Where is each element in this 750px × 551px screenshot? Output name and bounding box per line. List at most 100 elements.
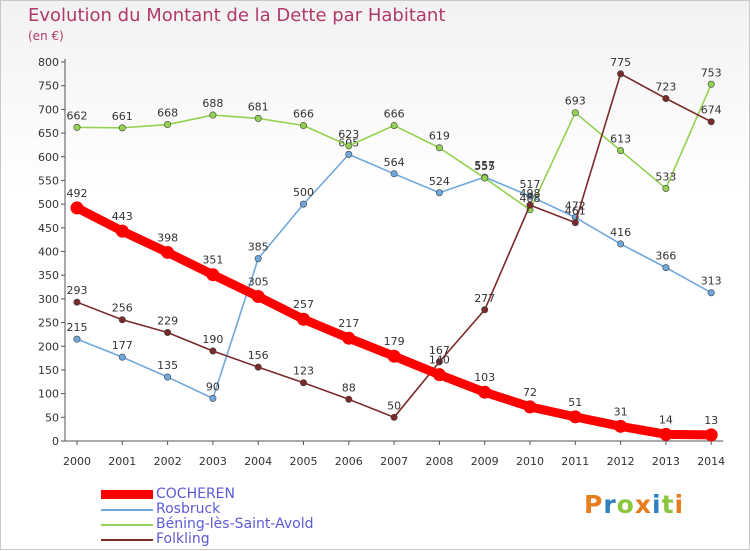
data-point-cocheren (161, 245, 175, 259)
data-label-folkling: 674 (701, 104, 722, 117)
data-point-bening-les-saint-avold (617, 147, 625, 155)
data-point-folkling (299, 379, 307, 387)
data-point-folkling (707, 118, 715, 126)
x-tick-label: 2004 (244, 455, 272, 468)
data-label-folkling: 229 (157, 315, 178, 328)
data-label-rosbruck: 215 (67, 321, 88, 334)
data-label-cocheren: 398 (157, 231, 178, 244)
data-point-folkling (435, 358, 443, 366)
data-point-folkling (617, 70, 625, 78)
x-tick-label: 2009 (471, 455, 499, 468)
legend-item-bening-les-saint-avold: Béning-lès-Saint-Avold (101, 517, 314, 532)
data-point-folkling (118, 316, 126, 324)
data-label-rosbruck: 416 (610, 226, 631, 239)
data-point-folkling (390, 413, 398, 421)
data-label-cocheren: 14 (659, 413, 673, 426)
x-tick-label: 2001 (108, 455, 136, 468)
data-point-cocheren (659, 427, 673, 441)
y-tick-label: 400 (38, 246, 59, 259)
data-label-folkling: 50 (387, 399, 401, 412)
data-point-bening-les-saint-avold (118, 124, 126, 132)
chart-legend: COCHEREN Rosbruck Béning-lès-Saint-Avold Fo… (101, 487, 314, 547)
data-label-folkling: 723 (655, 80, 676, 93)
data-point-bening-les-saint-avold (390, 121, 398, 129)
data-label-bening-les-saint-avold: 681 (248, 100, 269, 113)
data-label-folkling: 498 (520, 187, 541, 200)
data-label-folkling: 167 (429, 344, 450, 357)
data-label-bening-les-saint-avold: 668 (157, 107, 178, 120)
data-point-folkling (571, 219, 579, 227)
legend-swatch (101, 508, 153, 511)
x-tick-label: 2002 (154, 455, 182, 468)
y-tick-label: 500 (38, 198, 59, 211)
data-point-bening-les-saint-avold (73, 123, 81, 131)
data-label-bening-les-saint-avold: 533 (655, 170, 676, 183)
data-point-cocheren (614, 419, 628, 433)
data-point-rosbruck (390, 170, 398, 178)
data-point-folkling (209, 347, 217, 355)
data-label-bening-les-saint-avold: 619 (429, 130, 450, 143)
data-label-folkling: 123 (293, 365, 314, 378)
data-point-cocheren (115, 224, 129, 238)
data-label-rosbruck: 517 (520, 178, 541, 191)
data-label-folkling: 256 (112, 302, 133, 315)
data-label-cocheren: 72 (523, 386, 537, 399)
data-label-bening-les-saint-avold: 555 (474, 160, 495, 173)
legend-label: COCHEREN (156, 486, 235, 502)
legend-item-folkling: Folkling (101, 532, 314, 547)
x-tick-label: 2008 (425, 455, 453, 468)
data-label-cocheren: 443 (112, 210, 133, 223)
x-tick-label: 2011 (561, 455, 589, 468)
y-tick-label: 200 (38, 340, 59, 353)
data-point-rosbruck (209, 394, 217, 402)
data-point-folkling (526, 201, 534, 209)
proxiti-logo: Proxiti (584, 490, 684, 519)
logo-letter: i (652, 490, 662, 519)
logo-letter: x (634, 490, 652, 519)
data-point-cocheren (206, 268, 220, 282)
data-label-bening-les-saint-avold: 666 (293, 107, 314, 120)
data-label-folkling: 293 (67, 284, 88, 297)
y-tick-label: 450 (38, 222, 59, 235)
data-point-rosbruck (662, 264, 670, 272)
data-point-cocheren (704, 428, 718, 442)
data-label-rosbruck: 313 (701, 275, 722, 288)
data-point-rosbruck (707, 289, 715, 297)
data-point-rosbruck (345, 150, 353, 158)
logo-letter: P (584, 490, 604, 519)
data-label-cocheren: 103 (474, 371, 495, 384)
data-label-cocheren: 492 (67, 187, 88, 200)
data-label-folkling: 277 (474, 292, 495, 305)
data-point-bening-les-saint-avold (299, 121, 307, 129)
data-label-rosbruck: 557 (474, 159, 495, 172)
data-point-folkling (481, 306, 489, 314)
data-point-folkling (164, 329, 172, 337)
data-point-rosbruck (118, 353, 126, 361)
data-point-bening-les-saint-avold (707, 80, 715, 88)
logo-letter: o (616, 490, 635, 519)
data-label-bening-les-saint-avold: 613 (610, 133, 631, 146)
data-point-rosbruck (164, 373, 172, 381)
data-label-cocheren: 140 (429, 354, 450, 367)
x-tick-label: 2012 (607, 455, 635, 468)
logo-letter: i (674, 490, 685, 519)
x-tick-label: 2003 (199, 455, 227, 468)
data-label-rosbruck: 564 (384, 156, 405, 169)
x-tick-label: 2010 (516, 455, 544, 468)
x-tick-label: 2006 (335, 455, 363, 468)
data-point-rosbruck (435, 189, 443, 197)
data-label-cocheren: 257 (293, 298, 314, 311)
data-label-cocheren: 217 (338, 317, 359, 330)
data-point-rosbruck (73, 335, 81, 343)
data-point-cocheren (387, 349, 401, 363)
data-label-rosbruck: 385 (248, 241, 269, 254)
data-point-cocheren (523, 400, 537, 414)
data-label-folkling: 775 (610, 56, 631, 69)
y-tick-label: 100 (38, 388, 59, 401)
x-tick-label: 2005 (290, 455, 318, 468)
legend-swatch (101, 523, 153, 526)
data-label-bening-les-saint-avold: 488 (520, 192, 541, 205)
data-point-folkling (345, 395, 353, 403)
data-point-bening-les-saint-avold (435, 144, 443, 152)
y-tick-label: 650 (38, 127, 59, 140)
